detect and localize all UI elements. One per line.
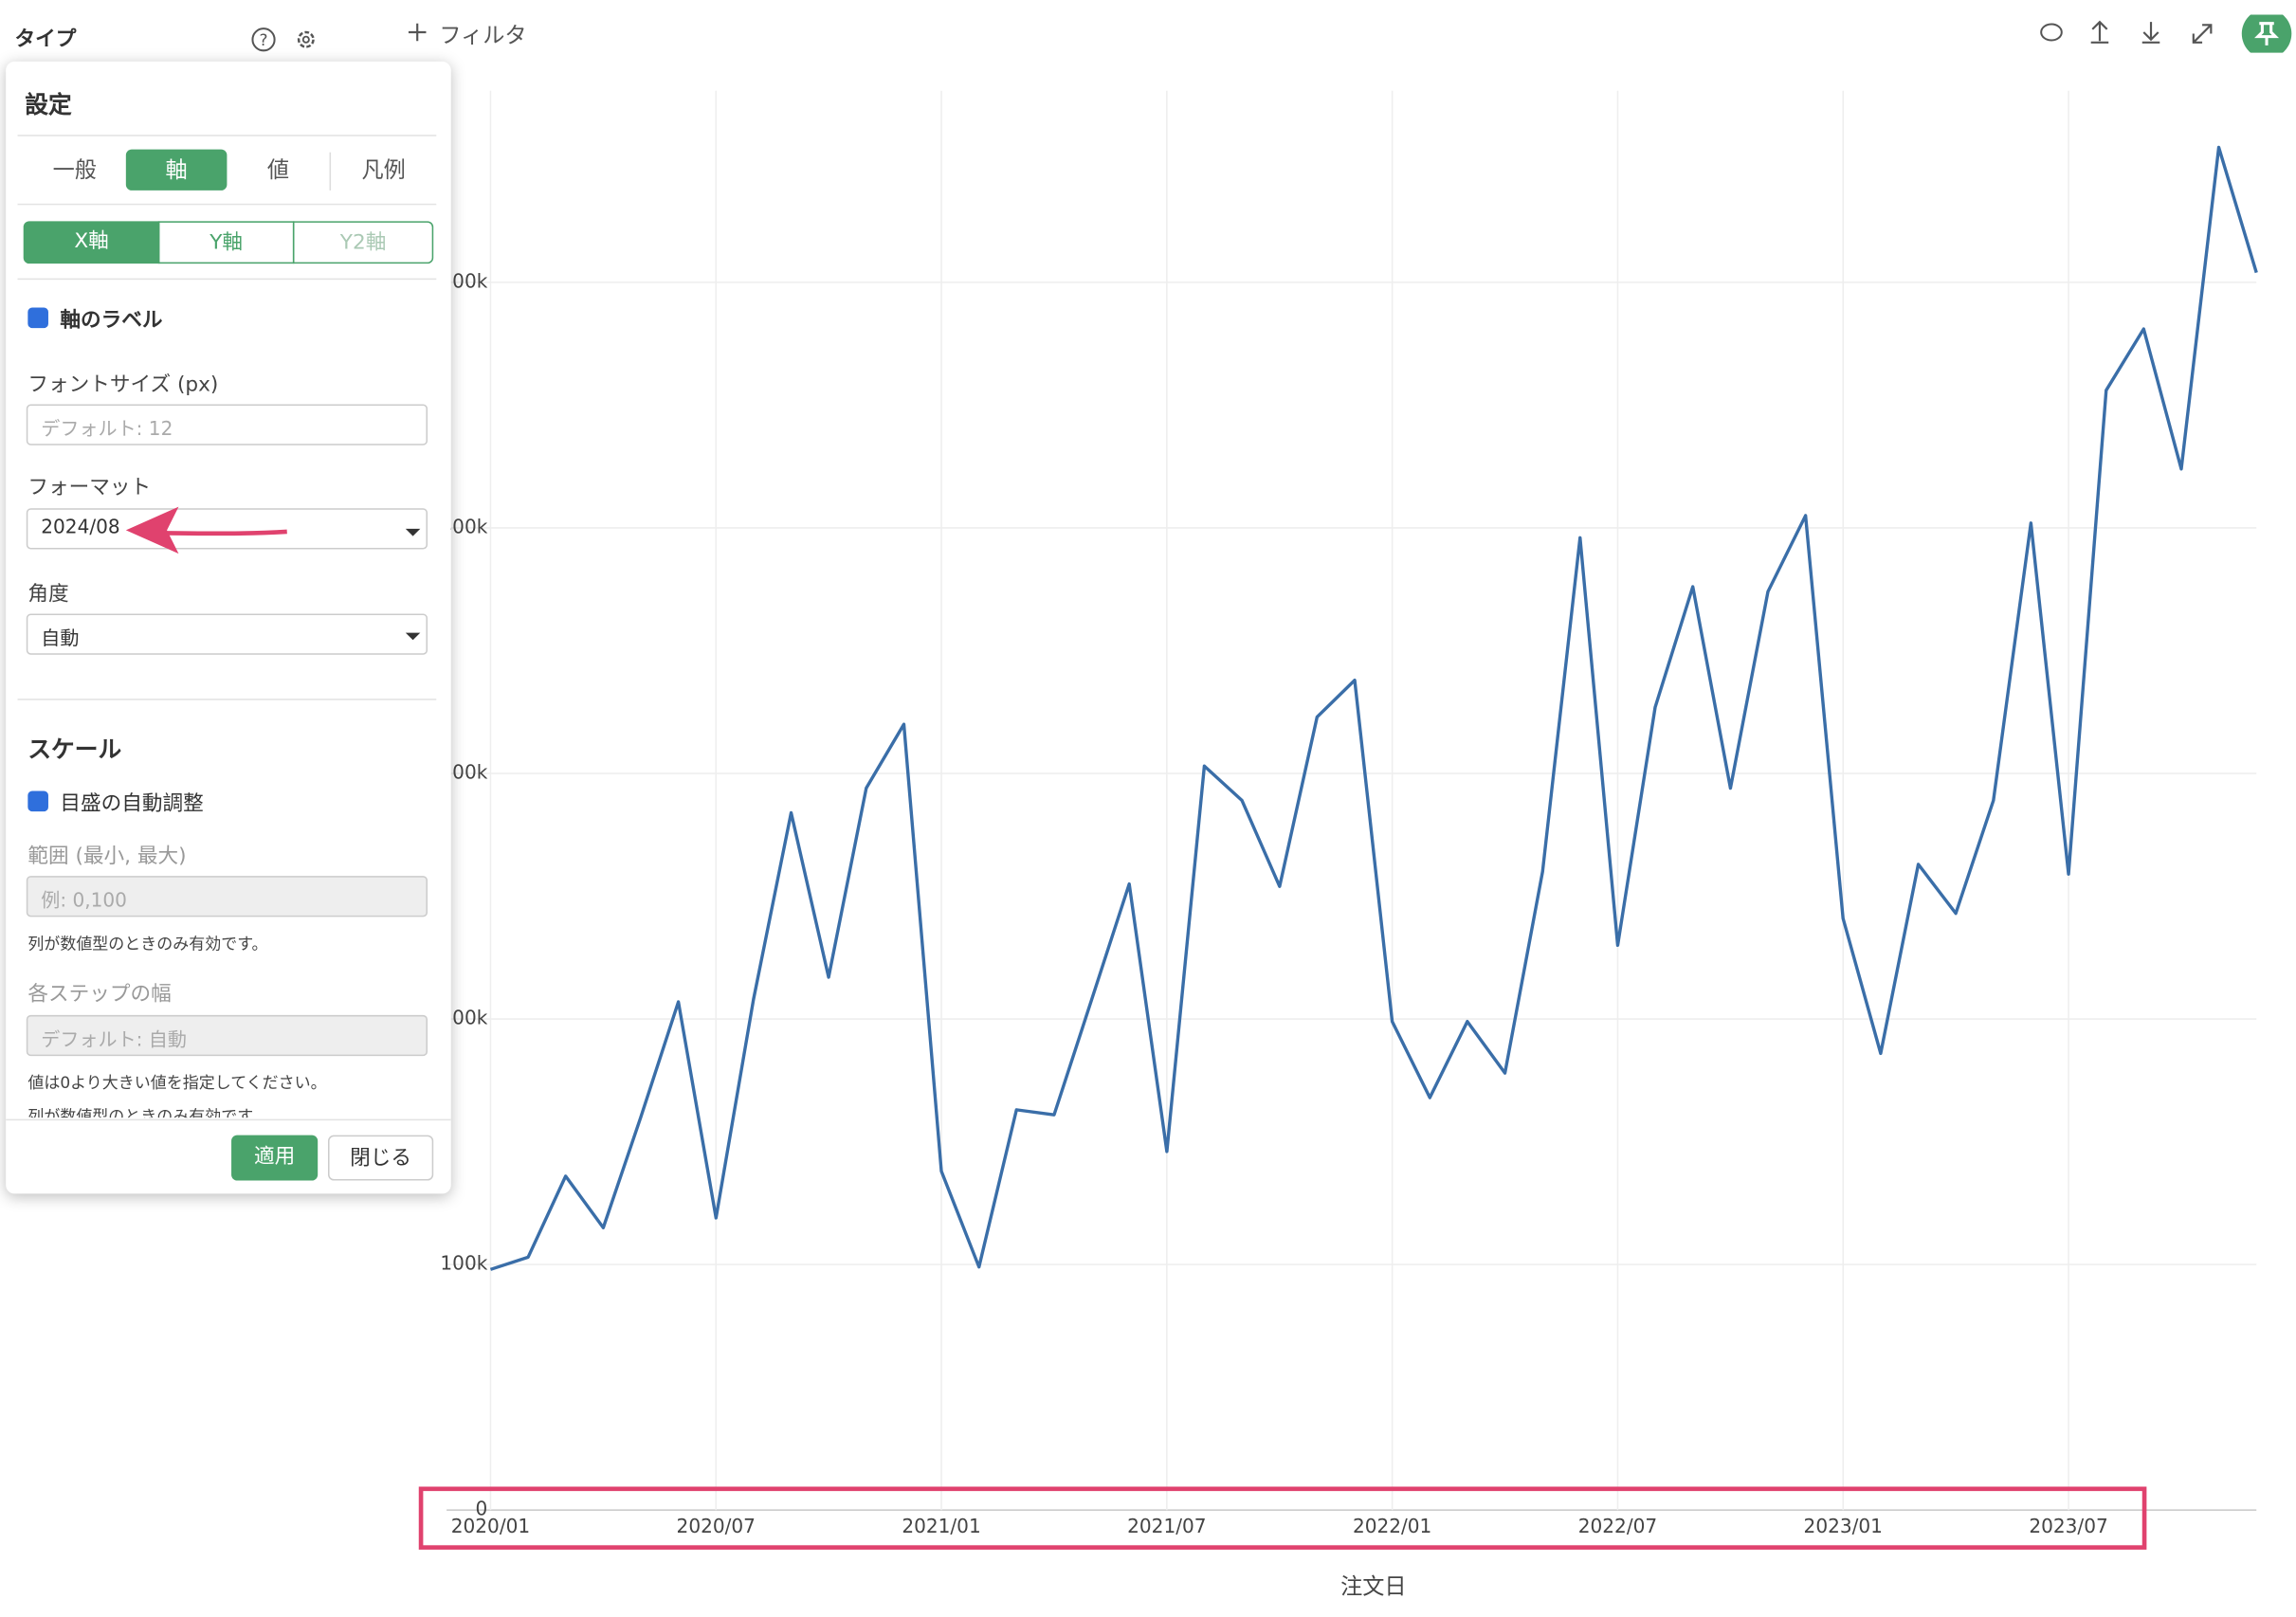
field-label: フォントサイズ (px) <box>27 373 219 397</box>
tab-active[interactable]: 軸 <box>125 149 228 191</box>
x-tick-label: 2022/07 <box>1578 1515 1657 1537</box>
tab[interactable]: 一般 <box>52 156 97 184</box>
x-tick-label: 2022/01 <box>1353 1515 1431 1537</box>
separator <box>17 278 437 281</box>
close-button[interactable]: 閉じる <box>327 1135 434 1181</box>
tab-divider <box>329 152 332 191</box>
range-input: 例: 0,100 <box>26 876 428 918</box>
field-label: 範囲 (最小, 最大) <box>27 845 187 869</box>
field-label: 角度 <box>27 583 69 607</box>
axis-tab-active[interactable]: X軸 <box>23 221 160 264</box>
step-input: デフォルト: 自動 <box>26 1014 428 1057</box>
x-tick-label: 2023/01 <box>1804 1515 1883 1537</box>
tab[interactable]: 凡例 <box>361 156 406 184</box>
section-heading: スケール <box>27 735 122 764</box>
apply-button[interactable]: 適用 <box>231 1135 319 1181</box>
axis-tab[interactable]: Y2軸 <box>292 221 434 264</box>
x-tick-label: 2021/07 <box>1127 1515 1206 1537</box>
select-arrow <box>405 632 421 641</box>
field-note: 列が数値型のときのみ有効です。 <box>27 934 268 954</box>
field-note: 列が数値型のときのみ有効です <box>27 1107 254 1118</box>
y-tick-label: 100k <box>440 1252 487 1275</box>
x-tick-label: 2023/07 <box>2029 1515 2107 1537</box>
filter-plus-icon[interactable] <box>406 21 429 45</box>
font-size-input[interactable]: デフォルト: 12 <box>26 404 428 445</box>
separator <box>17 699 437 700</box>
field-note: 値は0より大きい値を指定してください。 <box>27 1073 327 1093</box>
settings-panel: 設定 一般 軸 値 凡例 X軸 Y軸 Y2軸 軸のラベル フォントサイズ (px… <box>6 61 451 1194</box>
checkbox-label: 軸のラベル <box>60 309 163 333</box>
toolbar-icons[interactable]: ? <box>249 24 322 56</box>
select-arrows <box>125 506 421 554</box>
checkbox-label: 目盛の自動調整 <box>60 792 204 816</box>
axis-tab[interactable]: Y軸 <box>157 221 295 264</box>
checkbox[interactable] <box>27 307 48 329</box>
x-tick-label: 2020/01 <box>451 1515 530 1537</box>
filter-button[interactable]: フィルタ <box>439 22 527 48</box>
panel-title: 設定 <box>25 90 72 119</box>
y-tick-label: 0 <box>476 1498 488 1520</box>
field-label: 各ステップの幅 <box>27 982 172 1007</box>
field-label: フォーマット <box>27 476 152 500</box>
type-label: タイプ <box>14 27 77 52</box>
svg-text:?: ? <box>260 31 268 50</box>
separator <box>17 135 437 136</box>
separator <box>17 203 437 206</box>
separator <box>6 1118 451 1121</box>
x-tick-label: 2021/01 <box>902 1515 980 1537</box>
checkbox[interactable] <box>27 790 48 812</box>
x-axis-title: 注文日 <box>1340 1574 1406 1600</box>
format-select[interactable]: 2024/08 <box>26 508 428 550</box>
highlight-box <box>418 1486 2147 1550</box>
angle-select[interactable]: 自動 <box>26 613 428 655</box>
toolbar-right-icons[interactable] <box>2032 14 2296 53</box>
data-line <box>489 145 2258 1271</box>
tab[interactable]: 値 <box>266 156 290 184</box>
x-tick-label: 2020/07 <box>677 1515 756 1537</box>
